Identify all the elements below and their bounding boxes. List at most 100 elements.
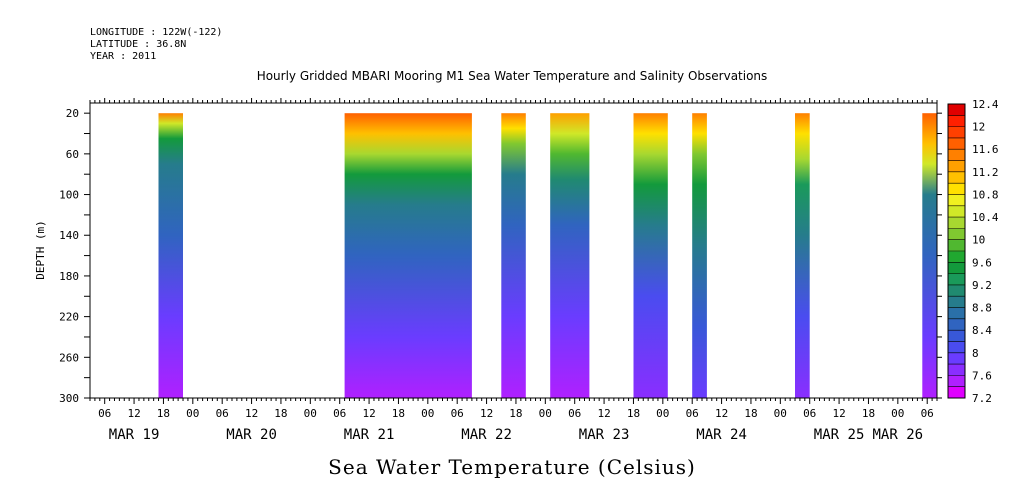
y-tick-label: 20	[66, 107, 79, 120]
colorbar-swatch	[948, 273, 965, 286]
y-tick-label: 140	[59, 229, 79, 242]
colorbar-label: 10.8	[972, 189, 999, 202]
data-segment	[344, 113, 472, 398]
year-label: YEAR : 2011	[90, 51, 156, 62]
x-hour-tick-label: 06	[333, 407, 346, 420]
x-hour-tick-label: 00	[186, 407, 199, 420]
colorbar-label: 11.6	[972, 143, 999, 156]
x-hour-tick-label: 06	[216, 407, 229, 420]
y-axis-label: DEPTH (m)	[34, 220, 47, 280]
colorbar-label: 10	[972, 234, 985, 247]
colorbar-label: 8.4	[972, 324, 992, 337]
colorbar-swatch	[948, 194, 965, 207]
colorbar-swatch	[948, 228, 965, 241]
data-segment	[922, 113, 937, 398]
data-segment	[795, 113, 810, 398]
x-date-label: MAR 20	[226, 427, 277, 443]
colorbar-swatch	[948, 352, 965, 365]
latitude-label: LATITUDE : 36.8N	[90, 39, 186, 50]
x-hour-tick-label: 12	[127, 407, 140, 420]
data-segment	[633, 113, 668, 398]
x-hour-tick-label: 06	[451, 407, 464, 420]
x-hour-tick-label: 00	[421, 407, 434, 420]
chart-title: Hourly Gridded MBARI Mooring M1 Sea Wate…	[257, 69, 768, 83]
colorbar-swatch	[948, 262, 965, 275]
colorbar-label: 12	[972, 121, 985, 134]
colorbar-label: 7.2	[972, 392, 992, 405]
colorbar-label: 12.4	[972, 98, 999, 111]
x-hour-tick-label: 12	[362, 407, 375, 420]
x-hour-tick-label: 00	[774, 407, 787, 420]
colorbar-swatch	[948, 330, 965, 342]
y-tick-label: 260	[59, 351, 79, 364]
colorbar-swatch	[948, 149, 965, 161]
longitude-label: LONGITUDE : 122W(-122)	[90, 27, 222, 38]
x-hour-tick-label: 00	[891, 407, 904, 420]
y-tick-label: 220	[59, 311, 79, 324]
x-hour-tick-label: 00	[656, 407, 669, 420]
colorbar-label: 11.2	[972, 166, 999, 179]
x-date-label: MAR 21	[344, 427, 395, 443]
x-hour-tick-label: 18	[157, 407, 170, 420]
colorbar-label: 8.8	[972, 302, 992, 315]
colorbar-swatch	[948, 115, 965, 128]
x-hour-tick-label: 12	[597, 407, 610, 420]
y-tick-label: 60	[66, 148, 79, 161]
y-tick-label: 180	[59, 270, 79, 283]
data-segment	[158, 113, 183, 398]
colorbar-swatch	[948, 126, 965, 139]
colorbar-swatch	[948, 386, 965, 399]
x-hour-tick-label: 18	[744, 407, 757, 420]
colorbar-swatch	[948, 318, 965, 331]
colorbar-swatch	[948, 296, 965, 308]
x-date-label: MAR 25	[814, 427, 865, 443]
x-date-label: MAR 24	[696, 427, 747, 443]
colorbar-swatch	[948, 160, 965, 173]
x-date-label: MAR 26	[873, 427, 924, 443]
x-hour-tick-label: 18	[862, 407, 875, 420]
x-hour-tick-label: 00	[304, 407, 317, 420]
data-segment	[692, 113, 707, 398]
colorbar-swatch	[948, 307, 965, 320]
colorbar-label: 8	[972, 347, 979, 360]
colorbar-swatch	[948, 239, 965, 252]
colorbar-label: 10.4	[972, 211, 999, 224]
colorbar-swatch	[948, 183, 965, 195]
x-hour-tick-label: 18	[392, 407, 405, 420]
data-segment	[550, 113, 590, 398]
colorbar-swatch	[948, 284, 965, 297]
data-segments	[158, 113, 937, 398]
colorbar-swatch	[948, 205, 965, 218]
data-segment	[501, 113, 526, 398]
x-hour-tick-label: 00	[539, 407, 552, 420]
x-hour-tick-label: 12	[715, 407, 728, 420]
x-hour-tick-label: 18	[627, 407, 640, 420]
x-hour-tick-label: 06	[921, 407, 934, 420]
x-hour-tick-label: 06	[803, 407, 816, 420]
x-hour-tick-label: 12	[832, 407, 845, 420]
x-hour-tick-label: 18	[509, 407, 522, 420]
x-hour-tick-label: 06	[568, 407, 581, 420]
colorbar-swatch	[948, 171, 965, 184]
colorbar-swatch	[948, 217, 965, 229]
x-hour-tick-label: 12	[245, 407, 258, 420]
plot-frame	[89, 102, 938, 399]
colorbar-swatch	[948, 364, 965, 376]
colorbar-label: 9.2	[972, 279, 992, 292]
colorbar-swatch	[948, 137, 965, 150]
x-hour-tick-label: 06	[98, 407, 111, 420]
x-date-label: MAR 22	[461, 427, 512, 443]
x-axis-title: Sea Water Temperature (Celsius)	[328, 455, 696, 479]
axis-ticks: 06 12 18 00 06 12 18 00 06 12 18 00 06 12 18 00 06 12 18 00…	[59, 98, 942, 443]
colorbar-swatch	[948, 104, 965, 116]
x-date-label: MAR 19	[109, 427, 160, 443]
y-tick-label: 100	[59, 189, 79, 202]
colorbar-label: 9.6	[972, 256, 992, 269]
x-date-label: MAR 23	[579, 427, 630, 443]
colorbar-swatch	[948, 251, 965, 263]
colorbar-swatch	[948, 341, 965, 354]
x-hour-tick-label: 06	[686, 407, 699, 420]
colorbar-swatch	[948, 375, 965, 388]
colorbar-label: 7.6	[972, 369, 992, 382]
